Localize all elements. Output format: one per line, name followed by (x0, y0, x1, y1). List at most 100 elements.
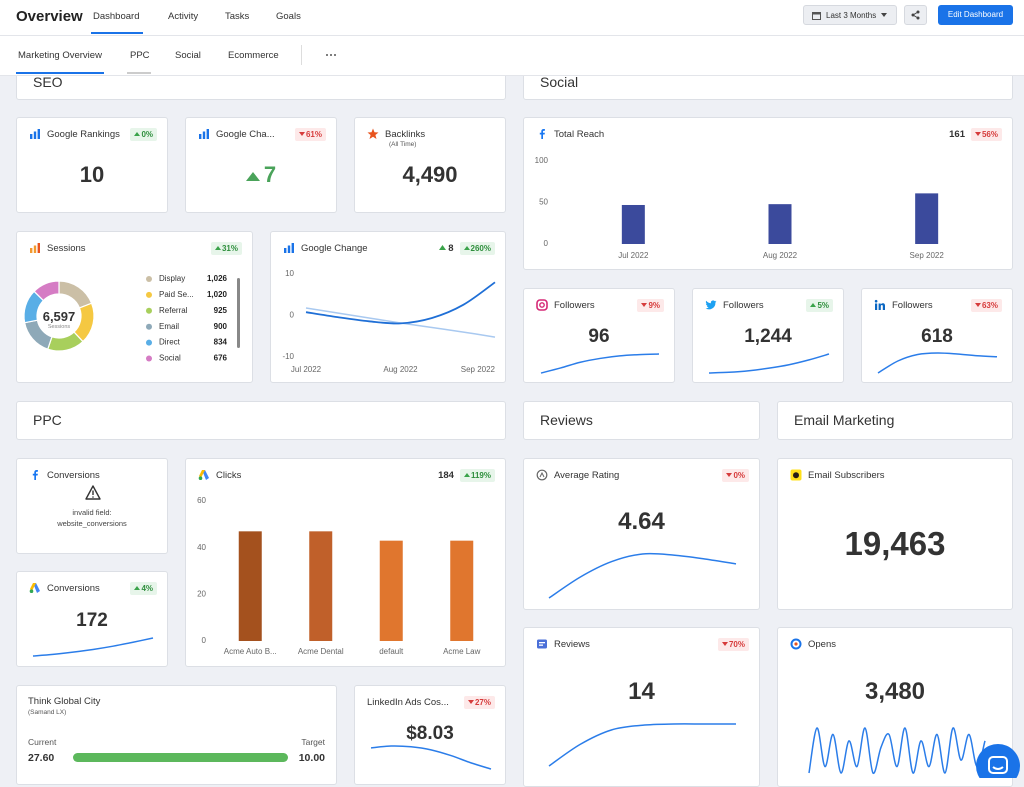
widget[interactable]: 0 20 40 60 Acme Auto B... Acme Dental default A… (185, 458, 506, 667)
widget[interactable]: Email Subscribers 19,463 (777, 458, 1013, 610)
widget[interactable]: Think Global City (Samand LX) Current 27… (16, 685, 337, 785)
kpi-value: 172 (76, 610, 108, 631)
widget-header: Followers 63% (874, 298, 1002, 312)
widget-title: Followers (554, 299, 595, 311)
tab[interactable]: PPC (130, 50, 150, 61)
widget[interactable]: Conversions invalid field: website_conve… (16, 458, 168, 554)
widget[interactable]: 0 50 100 Jul 2022 Aug 2022 Sep 2022 Total Rea… (523, 117, 1013, 270)
widget-header: Conversions (29, 468, 157, 482)
y-tick-label: 50 (539, 198, 548, 207)
kpi-value: 4.64 (618, 508, 665, 535)
bar-chart: 0 50 100 Jul 2022 Aug 2022 Sep 2022 (535, 156, 945, 260)
caret (881, 13, 888, 17)
progress-bar (73, 753, 288, 762)
donut-slice (33, 280, 60, 302)
donut-total: 6,597 (42, 309, 76, 324)
edit-button[interactable]: Edit Dashboard (938, 5, 1013, 25)
widget[interactable]: Conversions 4% 172 (16, 571, 168, 667)
bar (621, 204, 645, 244)
kpi-value: 10 (79, 162, 105, 187)
divider (301, 45, 302, 65)
x-tick-label: Sep 2022 (461, 365, 496, 374)
icon (32, 470, 38, 480)
icon (790, 469, 802, 481)
page-title: Overview (16, 8, 83, 25)
widget[interactable]: Google Cha... 61% 7 (185, 117, 337, 213)
tab[interactable]: Goals (276, 11, 301, 22)
y-tick-label: 0 (290, 311, 295, 320)
sparkline (370, 745, 492, 770)
tab[interactable]: Ecommerce (228, 50, 279, 61)
kpi-value: 8 (448, 242, 454, 254)
share-icon (911, 10, 920, 20)
badge: 0% (722, 468, 749, 482)
bar (379, 540, 403, 641)
legend-swatch (146, 307, 152, 314)
x-tick-label: Jul 2022 (618, 251, 649, 260)
icon (705, 300, 717, 310)
sparkline-chart (32, 637, 154, 657)
icon (30, 129, 40, 139)
widget[interactable]: Followers 63% 618 (861, 288, 1013, 383)
legend-swatch (146, 339, 152, 346)
sparkline-chart (877, 352, 998, 374)
widget[interactable]: Followers 9% 96 (523, 288, 675, 383)
icon (199, 129, 209, 139)
widget[interactable]: LinkedIn Ads Cos... 27% $8.03 (354, 685, 506, 785)
sparkline-chart (540, 353, 660, 374)
legend-value: 1,020 (207, 290, 228, 299)
kpi-value: 7 (263, 162, 277, 187)
chat-button[interactable] (975, 743, 1021, 778)
icon (284, 243, 294, 253)
kpi-value: 96 (588, 326, 610, 347)
widget-header: Total Reach 161 56% (536, 127, 1002, 141)
tab[interactable]: Tasks (225, 11, 250, 22)
kpi-value: 3,480 (864, 678, 926, 705)
widget[interactable]: Reviews 70% 14 (523, 627, 760, 787)
section-title: PPC (33, 412, 62, 428)
legend-label: Referral (159, 306, 188, 315)
x-tick-label: default (379, 647, 404, 656)
kpi-value: 4,490 (402, 162, 458, 187)
legend-label: Social (159, 354, 181, 363)
sparkline-chart (370, 745, 492, 770)
widget[interactable]: Average Rating 0% 4.64 (523, 458, 760, 610)
up-arrow (245, 172, 260, 181)
widget-title: Google Cha... (216, 128, 275, 140)
x-tick-label: Aug 2022 (763, 251, 798, 260)
section-header: Reviews (523, 401, 760, 440)
widget[interactable]: Opens 3,480 (777, 627, 1013, 787)
tab[interactable]: Dashboard (93, 11, 140, 22)
kpi-value: 19,463 (844, 525, 946, 562)
share-button[interactable] (904, 5, 927, 25)
widget[interactable]: Followers 5% 1,244 (692, 288, 844, 383)
bar-chart: 0 20 40 60 Acme Auto B... Acme Dental default A… (197, 496, 481, 656)
x-tick-label: Jul 2022 (291, 365, 322, 374)
tab[interactable]: Activity (168, 11, 199, 22)
widget-title: Sessions (47, 242, 86, 254)
icon (198, 470, 209, 480)
donut-slice (58, 280, 93, 309)
sparkline (877, 352, 998, 374)
tab[interactable]: Social (175, 50, 201, 61)
widget[interactable]: Google Rankings 0% 10 (16, 117, 168, 213)
icon (29, 583, 40, 593)
widget[interactable]: Backlinks (All Time) 4,490 (354, 117, 506, 213)
section-title: SEO (33, 74, 63, 90)
up-arrow (439, 245, 447, 250)
widget[interactable]: -10 0 10 Jul 2022 Aug 2022 Sep 2022 Google Ch… (270, 231, 506, 383)
sparkline-chart (708, 353, 830, 374)
x-tick-label: Acme Auto B... (224, 647, 277, 656)
sparkline (808, 727, 986, 774)
more-button[interactable] (325, 53, 337, 57)
widget[interactable]: Display 1,026 Paid Se... 1,020 Referral 925 Em… (16, 231, 253, 383)
widget-title: LinkedIn Ads Cos... (367, 696, 449, 708)
donut-chart: Display 1,026 Paid Se... 1,020 Referral 925 Em… (23, 274, 240, 363)
x-tick-label: Acme Dental (298, 647, 344, 656)
tab[interactable]: Marketing Overview (18, 50, 102, 61)
widget-title: Conversions (47, 469, 100, 481)
line-series (305, 281, 496, 325)
date-range-button[interactable]: Last 3 Months (803, 5, 897, 25)
legend-label: Email (159, 322, 179, 331)
icon (537, 639, 547, 649)
